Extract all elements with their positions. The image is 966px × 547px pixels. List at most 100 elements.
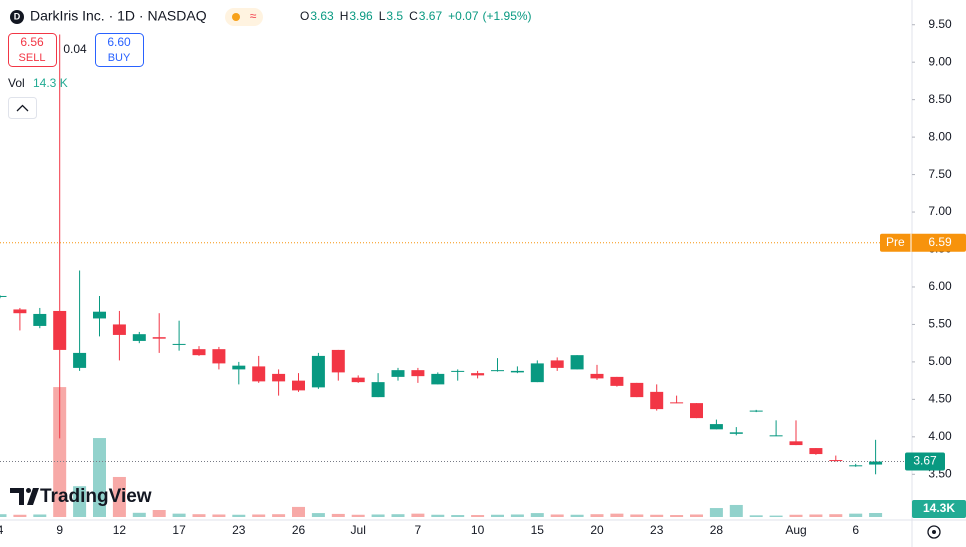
last-price-label: 3.67 — [913, 454, 937, 468]
x-tick-label: 28 — [710, 523, 724, 537]
volume-bar — [192, 514, 206, 517]
volume-bar — [590, 514, 604, 517]
sell-label[interactable]: SELL — [19, 52, 46, 64]
candle-body — [749, 410, 763, 412]
x-tick-label: 9 — [56, 523, 63, 537]
y-tick-label: 5.00 — [928, 354, 952, 368]
candle-body — [670, 402, 684, 404]
x-tick-label: 23 — [232, 523, 246, 537]
candle-body — [252, 366, 266, 382]
volume-bar — [331, 513, 345, 517]
candle-body — [0, 295, 7, 297]
settings-icon-center[interactable] — [932, 530, 936, 534]
session-badge — [225, 8, 263, 26]
candle-body — [33, 313, 47, 326]
volume-bar — [152, 510, 166, 517]
candle-body — [709, 424, 723, 430]
volume-bar — [849, 513, 863, 517]
sell-button[interactable] — [8, 33, 57, 67]
y-tick-label: 9.00 — [928, 54, 952, 68]
volume-title: Vol — [8, 76, 25, 90]
volume-bar — [530, 513, 544, 517]
volume-bar — [93, 438, 106, 517]
quote-value: 3.67 — [419, 9, 443, 23]
settings-icon[interactable] — [927, 525, 941, 539]
buy-button[interactable] — [95, 33, 144, 67]
volume-bar — [272, 514, 286, 517]
volume-bar — [829, 514, 843, 517]
volume-bar — [709, 508, 723, 517]
volume-bar — [749, 515, 763, 517]
candle-body — [809, 448, 823, 455]
sell-price[interactable]: 6.56 — [20, 35, 44, 49]
x-tick-label: 4 — [0, 523, 4, 537]
volume-bar — [212, 514, 226, 517]
candle-body — [869, 461, 883, 465]
candle-body — [729, 432, 743, 434]
volume-bar — [172, 513, 186, 517]
candle-body — [73, 352, 87, 368]
volume-badge — [912, 499, 966, 518]
y-tick-label: 4.00 — [928, 429, 952, 443]
candle-body — [650, 391, 664, 410]
candle-body — [192, 349, 206, 356]
logo-text: TradingView — [40, 486, 152, 507]
volume-bar — [252, 514, 266, 517]
volume-bar — [112, 476, 126, 517]
volume-bar — [630, 514, 644, 517]
volume-bar — [670, 515, 684, 517]
collapse-button[interactable] — [8, 97, 37, 119]
pre-market-value: 6.59 — [928, 235, 952, 249]
candle-body — [112, 324, 126, 335]
candle-body — [491, 370, 504, 372]
volume-bar — [13, 514, 27, 517]
candle-body — [351, 377, 365, 383]
volume-bar — [570, 514, 584, 517]
pre-market-badge — [880, 233, 966, 252]
logo-mark — [10, 488, 39, 505]
candle-body — [789, 441, 803, 446]
candle-body — [292, 380, 305, 391]
candle-body — [570, 355, 584, 370]
x-tick-label: Jul — [351, 523, 366, 537]
symbol-icon-letter: D — [14, 11, 21, 21]
y-tick-label: 4.50 — [928, 392, 952, 406]
candle-body — [590, 373, 604, 379]
candle-body — [849, 465, 863, 467]
candle-body — [630, 382, 644, 398]
volume-bar — [769, 515, 783, 517]
x-tick-label: 17 — [172, 523, 186, 537]
candle-body — [132, 334, 146, 341]
volume-bar — [431, 514, 445, 517]
volume-bar — [411, 513, 425, 517]
session-sun-icon — [232, 13, 240, 21]
volume-bar — [232, 514, 246, 517]
x-tick-label: 10 — [471, 523, 485, 537]
volume-bar — [869, 512, 883, 517]
x-tick-label: 23 — [650, 523, 664, 537]
buy-price[interactable]: 6.60 — [107, 35, 131, 49]
volume-bar — [371, 514, 385, 517]
quote-label: L — [379, 9, 386, 23]
candle-body — [510, 370, 524, 373]
candle-body — [311, 355, 325, 388]
collapse-icon[interactable] — [16, 104, 29, 112]
y-tick-label: 6.00 — [928, 279, 952, 293]
buy-label[interactable]: BUY — [108, 52, 131, 64]
volume-bar — [690, 514, 703, 517]
candle-body — [272, 373, 286, 382]
candle-body — [690, 403, 703, 419]
x-tick-label: Aug — [785, 523, 806, 537]
x-tick-label: 12 — [113, 523, 127, 537]
y-tick-label: 7.00 — [928, 204, 952, 218]
quote-label: H — [340, 9, 349, 23]
candle-body — [212, 349, 226, 364]
volume-badge-label: 14.3K — [923, 501, 955, 515]
y-tick-label: 9.50 — [928, 17, 952, 31]
candle-body — [411, 370, 425, 377]
volume-bar — [650, 514, 664, 517]
candle-body — [331, 349, 345, 373]
x-tick-label: 20 — [590, 523, 604, 537]
